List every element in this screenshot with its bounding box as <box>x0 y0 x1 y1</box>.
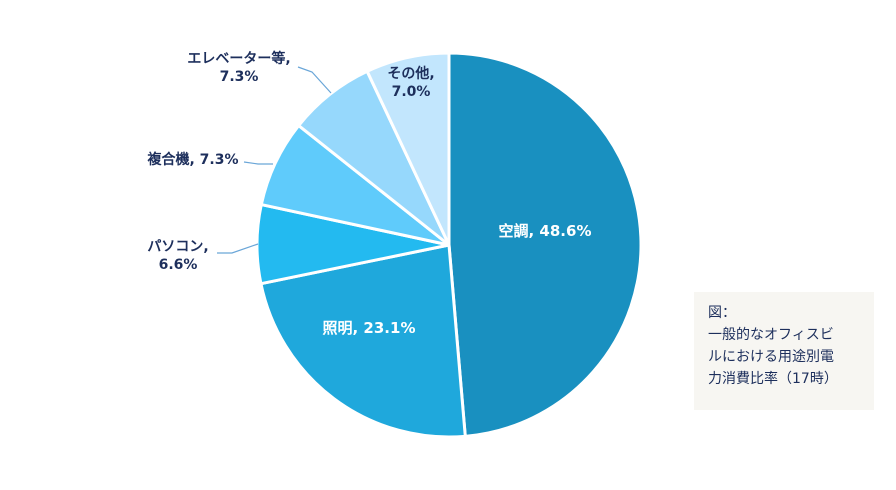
slice-label-4: 複合機, 7.3% <box>146 151 238 168</box>
caption-line-4: 力消費比率（17時） <box>708 371 838 387</box>
slice-label-1: 空調, 48.6% <box>499 222 592 240</box>
pie-slice-1 <box>447 51 643 438</box>
pie-slice-2 <box>259 243 467 439</box>
slice-label-2: 照明, 23.1% <box>323 319 416 337</box>
slice-label-6: その他, 7.0% <box>387 65 434 100</box>
leader-line-5 <box>297 66 332 94</box>
slice-labels: 空調, 48.6% 照明, 23.1% パソコン, 6.6% 複合機, 7.3% エレベー… <box>146 50 591 337</box>
caption-line-2: 一般的なオフィスビ <box>708 327 834 343</box>
caption-line-1: 図： <box>708 305 736 321</box>
figure-caption: 図： 一般的なオフィスビ ルにおける用途別電 力消費比率（17時） <box>694 292 874 410</box>
pie-slices <box>255 51 643 439</box>
leader-line-4 <box>243 161 273 165</box>
slice-label-3: パソコン, 6.6% <box>147 239 208 273</box>
leader-lines <box>217 66 332 254</box>
caption-line-3: ルにおける用途別電 <box>708 349 834 365</box>
pie-slice-6 <box>365 51 451 247</box>
slice-label-5: エレベーター等, 7.3% <box>187 50 290 85</box>
leader-line-3 <box>217 243 259 254</box>
